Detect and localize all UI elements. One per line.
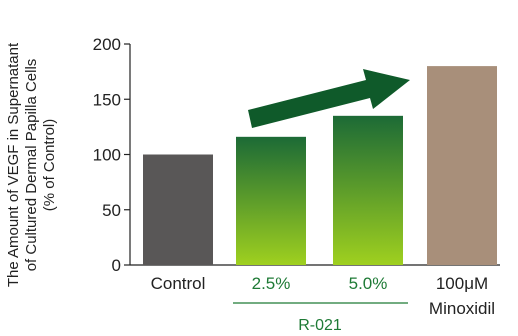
x-tick-label: Control: [151, 274, 206, 293]
y-tick-label: 200: [93, 35, 121, 54]
x-axis-tick-labels: Control 2.5% 5.0% 100μM Minoxidil: [151, 274, 495, 318]
y-axis-title-line-3: (% of Control): [41, 119, 58, 212]
bars: [143, 66, 497, 265]
x-tick-label: Minoxidil: [429, 299, 495, 318]
bar: [143, 154, 213, 265]
y-axis-title-line-1: The Amount of VEGF in Supernatant: [5, 42, 22, 287]
r021-group-label: R-021: [298, 317, 342, 334]
bar: [236, 136, 306, 265]
bar: [427, 66, 497, 265]
x-tick-label: 100μM: [436, 274, 488, 293]
y-axis-ticks: 0 50 100 150 200: [93, 35, 130, 275]
y-axis-title: The Amount of VEGF in Supernatant of Cul…: [5, 42, 58, 287]
y-tick-label: 150: [93, 90, 121, 109]
x-tick-label: 2.5%: [252, 274, 291, 293]
y-tick-label: 0: [112, 256, 121, 275]
y-tick-label: 100: [93, 146, 121, 165]
bar: [333, 115, 403, 265]
x-tick-label: 5.0%: [349, 274, 388, 293]
y-tick-label: 50: [102, 201, 121, 220]
y-axis-title-line-2: of Cultured Dermal Papilla Cells: [23, 59, 40, 272]
trend-arrow: [248, 69, 410, 128]
